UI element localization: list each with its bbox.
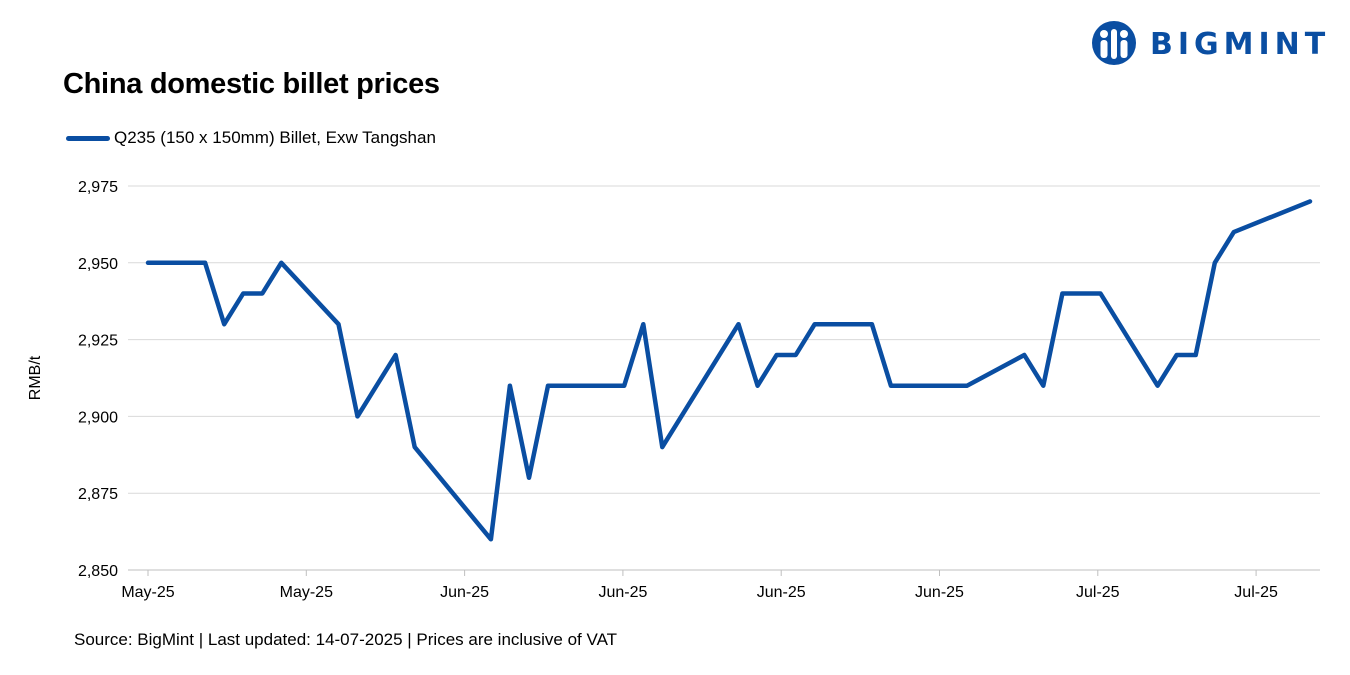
x-tick-label: Jun-25 xyxy=(598,584,647,601)
x-tick-label: Jun-25 xyxy=(915,584,964,601)
x-tick-label: Jul-25 xyxy=(1234,584,1278,601)
x-tick-label: Jun-25 xyxy=(757,584,806,601)
logo-mark-icon xyxy=(1092,21,1136,65)
x-tick-label: May-25 xyxy=(280,584,333,601)
legend: Q235 (150 x 150mm) Billet, Exw Tangshan xyxy=(66,127,436,149)
y-axis-ticks: 2,850 2,875 2,900 2,925 2,950 2,975 xyxy=(78,179,118,580)
x-tick-label: May-25 xyxy=(121,584,174,601)
series-line xyxy=(145,199,1313,542)
y-tick-label: 2,900 xyxy=(78,409,118,426)
brand-name: BIGMINT xyxy=(1150,27,1331,62)
chart-title: China domestic billet prices xyxy=(63,68,440,100)
legend-label: Q235 (150 x 150mm) Billet, Exw Tangshan xyxy=(114,128,436,147)
y-axis-title: RMB/t xyxy=(27,355,44,400)
x-axis: May-25 May-25 Jun-25 Jun-25 Jun-25 Jun-25 Jul-… xyxy=(121,569,1320,601)
x-tick-label: Jun-25 xyxy=(440,584,489,601)
legend-swatch xyxy=(66,135,110,141)
y-tick-label: 2,875 xyxy=(78,486,118,503)
y-tick-label: 2,925 xyxy=(78,333,118,350)
x-tick-label: Jul-25 xyxy=(1076,584,1120,601)
source-note: Source: BigMint | Last updated: 14-07-20… xyxy=(74,630,618,649)
series-layer xyxy=(145,199,1313,542)
y-tick-label: 2,850 xyxy=(78,563,118,580)
bigmint-logo: BIGMINT xyxy=(1090,20,1330,66)
y-tick-label: 2,975 xyxy=(78,179,118,196)
gridlines xyxy=(128,185,1320,494)
y-tick-label: 2,950 xyxy=(78,256,118,273)
